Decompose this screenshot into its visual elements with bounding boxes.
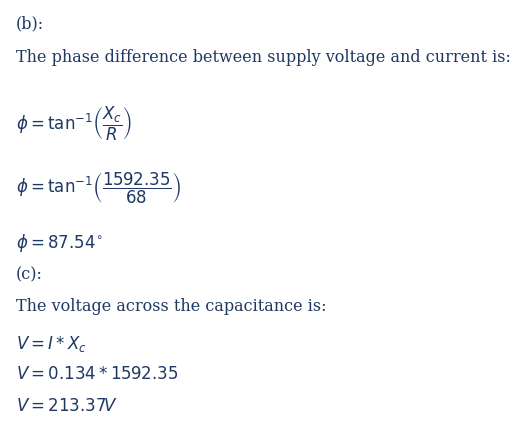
Text: $V = I * X_c$: $V = I * X_c$ — [16, 334, 86, 354]
Text: (c):: (c): — [16, 266, 43, 283]
Text: (b):: (b): — [16, 15, 44, 32]
Text: $\phi = 87.54^{\circ}$: $\phi = 87.54^{\circ}$ — [16, 232, 102, 254]
Text: The voltage across the capacitance is:: The voltage across the capacitance is: — [16, 298, 326, 315]
Text: $\phi = \tan^{-1}\!\left(\dfrac{X_c}{R}\right)$: $\phi = \tan^{-1}\!\left(\dfrac{X_c}{R}\… — [16, 104, 132, 143]
Text: $V = 0.134 * 1592.35$: $V = 0.134 * 1592.35$ — [16, 366, 178, 383]
Text: $\phi = \tan^{-1}\!\left(\dfrac{1592.35}{68}\right)$: $\phi = \tan^{-1}\!\left(\dfrac{1592.35}… — [16, 170, 181, 206]
Text: $V = 213.37V$: $V = 213.37V$ — [16, 398, 117, 415]
Text: The phase difference between supply voltage and current is:: The phase difference between supply volt… — [16, 49, 511, 66]
